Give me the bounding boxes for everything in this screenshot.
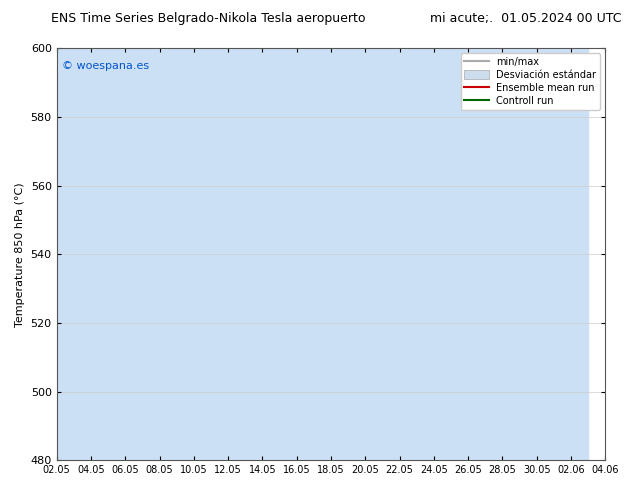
Legend: min/max, Desviación estándar, Ensemble mean run, Controll run: min/max, Desviación estándar, Ensemble m… [460, 53, 600, 110]
Bar [451, 49, 519, 460]
Text: © woespana.es: © woespana.es [62, 61, 149, 71]
Bar [245, 49, 314, 460]
Y-axis label: Temperature 850 hPa (°C): Temperature 850 hPa (°C) [15, 182, 25, 326]
Bar [519, 49, 588, 460]
Bar [39, 49, 108, 460]
Bar [108, 49, 177, 460]
Text: mi acute;.  01.05.2024 00 UTC: mi acute;. 01.05.2024 00 UTC [430, 12, 621, 25]
Text: ENS Time Series Belgrado-Nikola Tesla aeropuerto: ENS Time Series Belgrado-Nikola Tesla ae… [51, 12, 365, 25]
Bar [382, 49, 451, 460]
Bar [177, 49, 245, 460]
Bar [314, 49, 382, 460]
